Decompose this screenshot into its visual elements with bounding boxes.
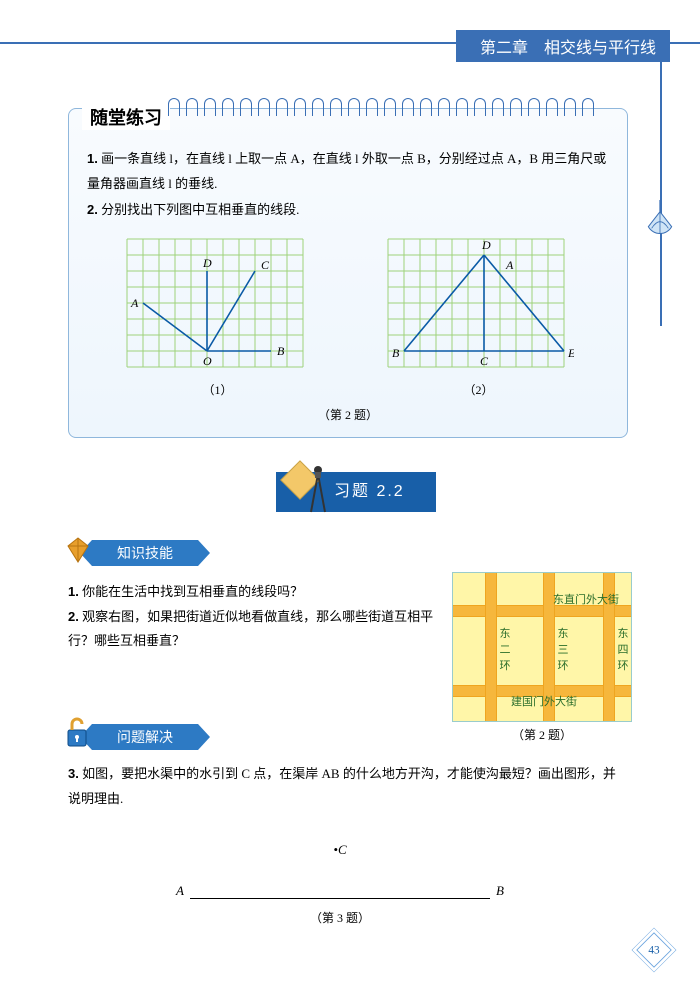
svg-text:O: O: [203, 354, 212, 368]
q1-num: 1.: [68, 584, 79, 599]
svg-text:知识技能: 知识技能: [117, 545, 173, 562]
practice-q1: 1. 画一条直线 l，在直线 l 上取一点 A，在直线 l 外取一点 B，分别经…: [87, 147, 609, 196]
svg-text:环: 环: [500, 660, 511, 672]
svg-text:四: 四: [618, 644, 629, 656]
spiral-binding-icon: [168, 98, 594, 116]
figure-caption: （第 2 题）: [87, 406, 609, 423]
q2-body: 观察右图，如果把街道近似地看做直线，那么哪些街道互相平行？哪些互相垂直？: [68, 609, 433, 649]
svg-text:A: A: [130, 296, 139, 310]
svg-text:B: B: [277, 344, 285, 358]
q3-caption: （第 3 题）: [180, 909, 500, 926]
questions-1-2: 1. 你能在生活中找到互相垂直的线段吗？ 2. 观察右图，如果把街道近似地看做直…: [68, 580, 438, 654]
section-tag-problem: 问题解决: [80, 720, 200, 748]
label-b: B: [496, 883, 504, 899]
q3-num: 3.: [68, 766, 79, 781]
q3-figure: •C A B （第 3 题）: [180, 842, 500, 926]
svg-text:东: 东: [558, 627, 569, 640]
practice-box: 1. 画一条直线 l，在直线 l 上取一点 A，在直线 l 外取一点 B，分别经…: [68, 108, 628, 438]
svg-text:二: 二: [500, 644, 511, 656]
map-caption: （第 2 题）: [452, 726, 632, 743]
label-a: A: [176, 883, 184, 899]
svg-text:东: 东: [618, 627, 629, 640]
svg-text:A: A: [505, 258, 514, 272]
svg-text:环: 环: [558, 660, 569, 672]
point-c: •C: [180, 842, 500, 858]
question-2: 2. 观察右图，如果把街道近似地看做直线，那么哪些街道互相平行？哪些互相垂直？: [68, 605, 438, 654]
svg-text:D: D: [481, 238, 491, 252]
svg-text:43: 43: [648, 944, 660, 956]
exercise-banner: 习题 2.2: [276, 472, 436, 512]
svg-text:D: D: [202, 256, 212, 270]
figures-row: OADCB （1） BCEDA （2）: [87, 235, 609, 398]
pendant-icon: [640, 200, 680, 250]
street-map: 东直门外大街建国门外大街东二环东三环东四环: [452, 572, 632, 722]
practice-title: 随堂练习: [82, 104, 170, 130]
q1-number: 1.: [87, 151, 98, 166]
svg-text:三: 三: [558, 644, 569, 656]
svg-text:C: C: [261, 258, 270, 272]
page-number-ornament: 43: [628, 924, 680, 976]
svg-text:环: 环: [618, 660, 629, 672]
svg-text:B: B: [392, 346, 400, 360]
figure-1-number: （1）: [123, 381, 313, 398]
q1-body: 你能在生活中找到互相垂直的线段吗？: [79, 584, 303, 599]
q2-num: 2.: [68, 609, 79, 624]
svg-text:问题解决: 问题解决: [117, 730, 173, 746]
q1-text: 画一条直线 l，在直线 l 上取一点 A，在直线 l 外取一点 B，分别经过点 …: [87, 151, 606, 191]
practice-q2: 2. 分别找出下列图中互相垂直的线段.: [87, 198, 609, 223]
line-ab: A B: [190, 898, 490, 899]
svg-text:E: E: [567, 346, 574, 360]
side-vertical-line: [660, 56, 662, 326]
question-1: 1. 你能在生活中找到互相垂直的线段吗？: [68, 580, 438, 605]
q2-text: 分别找出下列图中互相垂直的线段.: [98, 202, 300, 217]
section-tag-knowledge: 知识技能: [80, 536, 200, 564]
svg-text:C: C: [480, 354, 489, 368]
figure-2-svg: B C E DA: [384, 235, 574, 375]
figure-2-number: （2）: [384, 381, 574, 398]
figure-2: B C E DA （2）: [384, 235, 574, 398]
svg-text:东: 东: [500, 627, 511, 640]
svg-text:东直门外大街: 东直门外大街: [553, 592, 619, 606]
figure-1: O A D C B （1）: [123, 235, 313, 398]
exercise-banner-text: 习题 2.2: [334, 483, 405, 500]
chapter-header: 第二章 相交线与平行线: [456, 30, 670, 62]
question-3: 3. 如图，要把水渠中的水引到 C 点，在渠岸 AB 的什么地方开沟，才能使沟最…: [68, 762, 628, 811]
q2-number: 2.: [87, 202, 98, 217]
figure-1-svg: O A D C B: [123, 235, 313, 375]
compass-icon: [308, 464, 328, 514]
q3-body: 如图，要把水渠中的水引到 C 点，在渠岸 AB 的什么地方开沟，才能使沟最短？画…: [68, 766, 616, 806]
svg-text:建国门外大街: 建国门外大街: [511, 694, 577, 708]
